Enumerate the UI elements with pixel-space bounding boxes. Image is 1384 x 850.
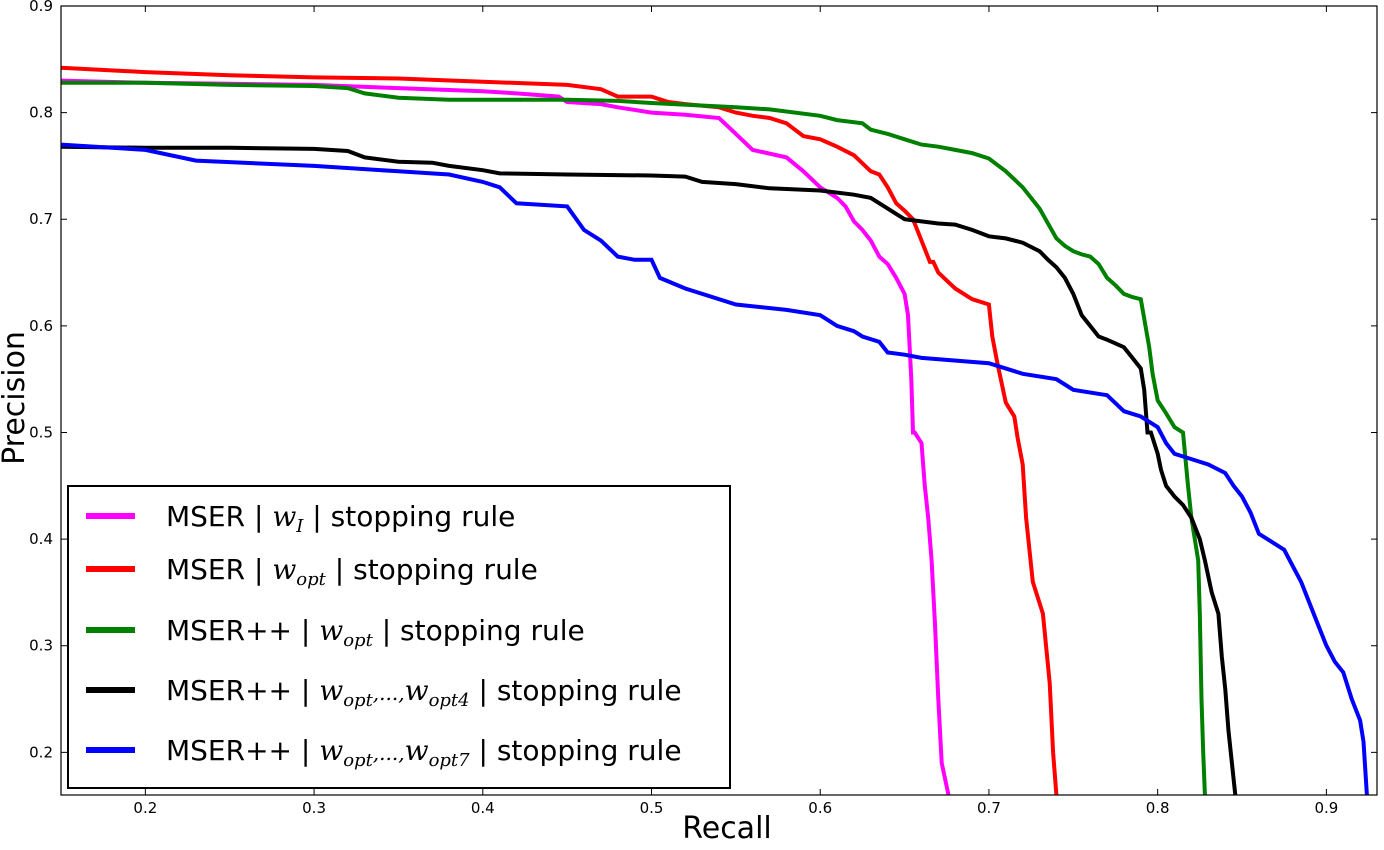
legend-entry-2: MSER | wopt | stopping rule [86,553,538,590]
y-tick-label: 0.2 [29,743,53,761]
y-axis-label: Precision [0,331,32,465]
x-tick-label: 0.9 [1314,799,1338,817]
legend-entry-3: MSER++ | wopt | stopping rule [86,614,585,651]
x-axis-label: Recall [682,811,772,846]
y-tick-label: 0.3 [29,637,53,655]
x-tick-label: 0.3 [302,799,326,817]
y-tick-label: 0.6 [29,317,53,335]
y-tick-label: 0.7 [29,210,53,228]
legend-entry-5: MSER++ | wopt,...,wopt7 | stopping rule [86,734,682,771]
legend-box [67,485,731,789]
x-tick-label: 0.2 [133,799,157,817]
x-tick-label: 0.4 [471,799,495,817]
series-line-1 [61,78,951,795]
legend-label: MSER | wopt | stopping rule [166,553,538,590]
series-line-5 [61,142,1369,795]
series-line-3 [61,80,1207,795]
series-line-4 [61,144,1238,795]
series-line-2 [61,65,1059,795]
y-tick-label: 0.8 [29,104,53,122]
series-layer [61,65,1369,795]
legend-label: MSER++ | wopt,...,wopt7 | stopping rule [166,734,682,771]
legend-label: MSER | wI | stopping rule [166,500,515,537]
legend-entry-1: MSER | wI | stopping rule [86,500,515,537]
x-tick-label: 0.8 [1146,799,1170,817]
legend-entries: MSER | wI | stopping rule MSER | wopt | s… [86,500,682,771]
plot-frame [60,5,1378,796]
legend-label: MSER++ | wopt | stopping rule [166,614,585,651]
y-tick-label: 0.4 [29,530,53,548]
x-tick-label: 0.5 [640,799,664,817]
legend-entry-4: MSER++ | wopt,...,wopt4 | stopping rule [86,674,682,711]
x-tick-label: 0.6 [808,799,832,817]
y-tick-label: 0.5 [29,423,53,441]
tick-layer: 0.2 0.3 0.4 0.5 0.6 0.7 0.8 0.9 0.2 0.3 0.4 0.5 0.6 0… [29,0,1377,817]
x-tick-label: 0.7 [977,799,1001,817]
legend-label: MSER++ | wopt,...,wopt4 | stopping rule [166,674,682,711]
y-tick-label: 0.9 [29,0,53,15]
legend: MSER | wI | stopping rule MSER | wopt | s… [67,485,731,789]
